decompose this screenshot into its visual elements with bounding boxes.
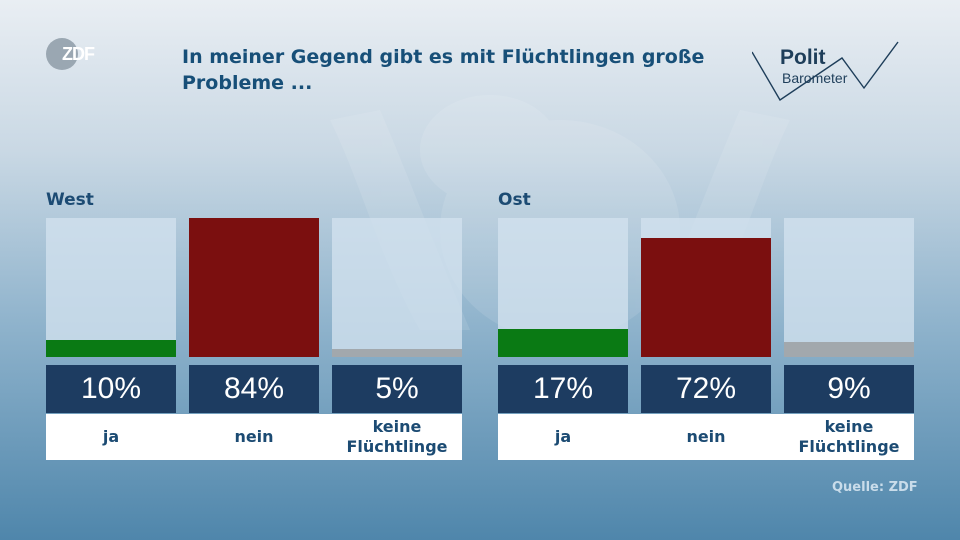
category-label-west-ja: ja	[102, 427, 120, 446]
bar-slot-ost-nein	[641, 218, 771, 357]
bar-west-ja	[46, 340, 176, 357]
bar-west-keine	[332, 349, 462, 357]
source-note: Quelle: ZDF	[832, 480, 918, 495]
value-ost-nein: 72%	[641, 365, 771, 413]
value-west-nein: 84%	[189, 365, 319, 413]
bar-slot-ost-keine	[784, 218, 914, 357]
category-label-west-keine: keine Flüchtlinge	[346, 417, 448, 456]
value-ost-keine: 9%	[784, 365, 914, 413]
bar-ost-keine	[784, 342, 914, 357]
zdf-logo-circle	[46, 38, 78, 70]
chart-title: In meiner Gegend gibt es mit Flüchtlinge…	[182, 46, 705, 94]
group-label-west: West	[46, 190, 94, 210]
category-row-west: ja nein keine Flüchtlinge	[46, 414, 462, 460]
bar-slot-ost-ja	[498, 218, 628, 357]
bar-slot-west-keine	[332, 218, 462, 357]
bar-ost-ja	[498, 329, 628, 357]
bar-ost-nein	[641, 238, 771, 357]
category-label-ost-nein: nein	[686, 427, 726, 446]
value-ost-ja: 17%	[498, 365, 628, 413]
category-label-west-nein: nein	[234, 427, 274, 446]
category-label-ost-keine: keine Flüchtlinge	[798, 417, 900, 456]
politbarometer-zigzag-icon	[752, 41, 899, 101]
value-west-ja: 10%	[46, 365, 176, 413]
politbarometer-top-text: Polit	[780, 46, 826, 69]
value-west-keine: 5%	[332, 365, 462, 413]
bar-west-nein	[189, 218, 319, 357]
politbarometer-bottom-text: Barometer	[782, 70, 848, 86]
zdf-logo: ZDF	[46, 38, 108, 70]
bar-slot-west-nein	[189, 218, 319, 357]
group-label-ost: Ost	[498, 190, 531, 210]
politbarometer-logo: Polit Barometer	[752, 38, 902, 102]
category-row-ost: ja nein keine Flüchtlinge	[498, 414, 914, 460]
category-label-ost-ja: ja	[554, 427, 572, 446]
bar-slot-west-ja	[46, 218, 176, 357]
zdf-logo-text: ZDF	[62, 44, 95, 64]
